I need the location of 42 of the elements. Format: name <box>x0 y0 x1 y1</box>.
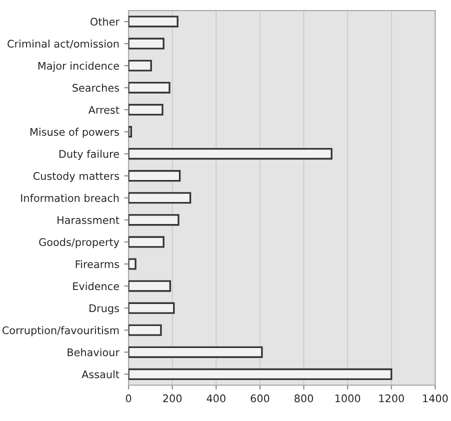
bar <box>128 170 181 182</box>
y-tick-label: Drugs <box>90 304 119 314</box>
bar <box>128 368 392 380</box>
bar <box>128 214 180 226</box>
x-tick-label: 1000 <box>335 394 360 402</box>
x-tick-label: 400 <box>206 394 226 402</box>
bar <box>128 104 164 116</box>
x-tick-label: 1400 <box>423 394 448 402</box>
bar <box>128 324 162 336</box>
y-tick-label: Corruption/favouritism <box>2 326 119 336</box>
bar <box>128 82 170 94</box>
x-tick-label: 0 <box>126 394 132 402</box>
y-tick-label: Goods/property <box>39 238 120 248</box>
bar <box>128 192 192 204</box>
y-tick-label: Arrest <box>88 106 120 114</box>
bar <box>128 38 164 50</box>
bar <box>128 126 132 138</box>
bar <box>128 16 178 28</box>
x-tick-label: 200 <box>163 394 182 402</box>
bar <box>128 302 175 314</box>
x-tick-label: 1200 <box>379 394 404 402</box>
y-tick-label: Assault <box>82 370 120 378</box>
x-tick-label: 800 <box>294 394 314 402</box>
bar <box>128 60 152 72</box>
y-tick-label: Other <box>90 18 120 26</box>
bar <box>128 258 136 270</box>
y-tick-label: Misuse of powers <box>30 128 119 138</box>
y-tick-label: Firearms <box>76 260 119 268</box>
y-tick-label: Harassment <box>58 216 120 224</box>
y-tick-label: Major incidence <box>38 62 119 72</box>
bar <box>128 346 263 358</box>
y-tick-label: Criminal act/omission <box>8 40 119 49</box>
y-tick-label: Information breach <box>21 194 119 202</box>
bar <box>128 280 171 292</box>
bar <box>128 236 164 248</box>
bar <box>128 148 332 160</box>
y-tick-label: Searches <box>72 84 119 92</box>
x-tick-label: 600 <box>250 394 270 402</box>
y-tick-label: Duty failure <box>59 150 119 160</box>
y-tick-label: Behaviour <box>68 348 120 356</box>
y-tick-label: Custody matters <box>33 172 119 182</box>
y-tick-label: Evidence <box>73 282 119 290</box>
